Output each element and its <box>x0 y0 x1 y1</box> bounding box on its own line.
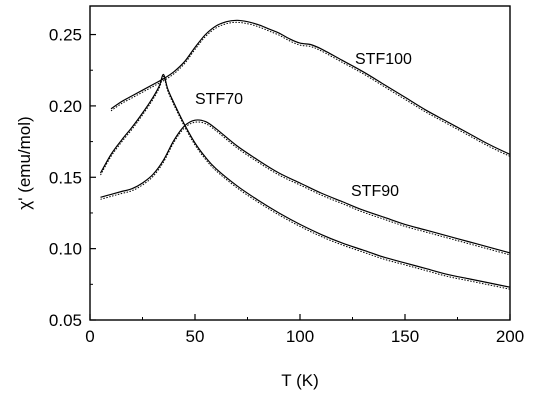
y-axis-ticks: 0.05 0.10 0.15 0.20 0.25 <box>49 26 96 330</box>
y-tick-label: 0.05 <box>49 311 82 330</box>
y-axis-title: χ' (emu/mol) <box>15 116 34 209</box>
x-tick-label: 0 <box>85 327 94 346</box>
x-tick-label: 150 <box>391 327 419 346</box>
x-tick-label: 50 <box>186 327 205 346</box>
series-line-stf90-dotted <box>100 121 511 256</box>
series-line-stf70-dotted <box>100 75 511 290</box>
series-label-stf70: STF70 <box>195 91 243 108</box>
y-tick-label: 0.15 <box>49 168 82 187</box>
y-tick-label: 0.20 <box>49 97 82 116</box>
series-label-stf100: STF100 <box>355 51 412 68</box>
series-line-stf100-dotted <box>110 21 511 157</box>
y-tick-label: 0.25 <box>49 26 82 45</box>
y-tick-label: 0.10 <box>49 240 82 259</box>
x-axis-title: T (K) <box>281 371 318 390</box>
series-line-stf100 <box>110 19 511 155</box>
series-lines <box>99 19 511 290</box>
plot-area <box>89 5 511 321</box>
x-tick-label: 200 <box>496 327 524 346</box>
plot-frame <box>89 5 511 321</box>
series-label-stf90: STF90 <box>351 183 399 200</box>
x-axis-ticks: 0 50 100 150 200 <box>85 314 524 346</box>
x-tick-label: 100 <box>286 327 314 346</box>
series-line-stf90 <box>100 119 511 254</box>
series-line-stf70 <box>99 73 511 288</box>
